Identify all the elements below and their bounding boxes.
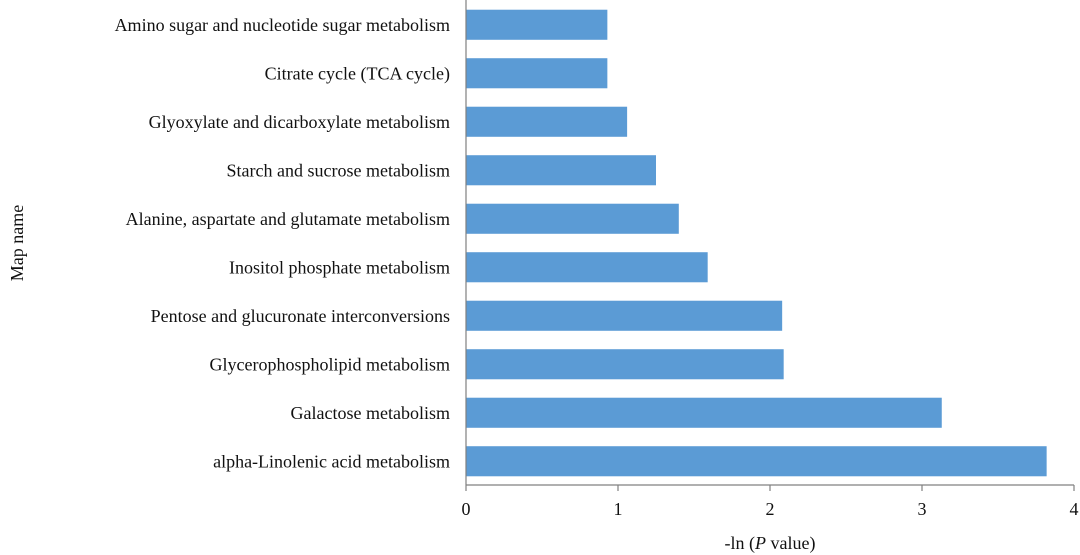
bar bbox=[466, 397, 942, 428]
x-tick-label: 2 bbox=[766, 499, 775, 519]
bar bbox=[466, 9, 608, 40]
category-label: Glyoxylate and dicarboxylate metabolism bbox=[149, 112, 450, 132]
bar bbox=[466, 155, 656, 186]
category-label: Galactose metabolism bbox=[291, 403, 450, 423]
category-label: Pentose and glucuronate interconversions bbox=[151, 306, 450, 326]
bar bbox=[466, 106, 628, 137]
bar bbox=[466, 252, 708, 283]
x-tick-label: 0 bbox=[462, 499, 471, 519]
x-axis-title: -ln (P value) bbox=[725, 533, 816, 554]
bar bbox=[466, 203, 679, 234]
x-ticks-group: 0 1 2 3 4 bbox=[462, 485, 1079, 519]
bar bbox=[466, 349, 784, 380]
category-label: Starch and sucrose metabolism bbox=[227, 160, 450, 180]
category-label: Glycerophospholipid metabolism bbox=[210, 354, 450, 374]
x-tick-label: 4 bbox=[1070, 499, 1079, 519]
category-label: Amino sugar and nucleotide sugar metabol… bbox=[115, 15, 450, 35]
bar bbox=[466, 58, 608, 89]
x-tick-label: 3 bbox=[918, 499, 927, 519]
category-label: Inositol phosphate metabolism bbox=[229, 257, 450, 277]
category-label: Citrate cycle (TCA cycle) bbox=[265, 63, 450, 84]
category-labels-group: Amino sugar and nucleotide sugar metabol… bbox=[115, 15, 450, 472]
y-axis-title: Map name bbox=[7, 205, 27, 281]
x-tick-label: 1 bbox=[614, 499, 623, 519]
category-label: Alanine, aspartate and glutamate metabol… bbox=[126, 209, 450, 229]
category-label: alpha-Linolenic acid metabolism bbox=[213, 451, 450, 471]
bars-group bbox=[466, 9, 1047, 477]
bar bbox=[466, 446, 1047, 477]
bar bbox=[466, 300, 783, 331]
